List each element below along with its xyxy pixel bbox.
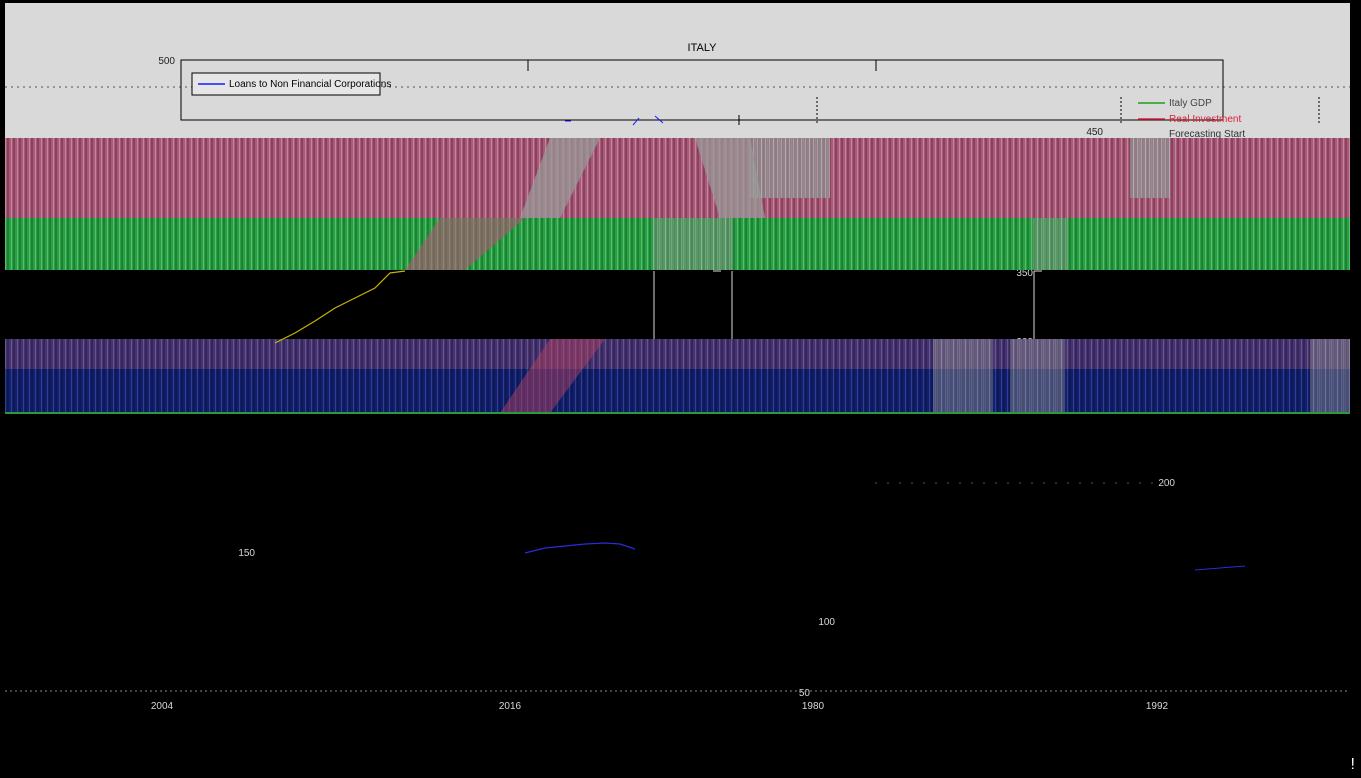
y-tick-350: 350 <box>1016 268 1033 279</box>
y-tick-100: 100 <box>818 617 835 628</box>
pink-band <box>5 138 1350 218</box>
green-gray-patch-1 <box>653 218 733 270</box>
y-tick-50: 50 <box>799 688 811 699</box>
y-tick-200: 200 <box>1158 478 1175 489</box>
y-tick-150: 150 <box>238 548 255 559</box>
legend-left-box <box>191 72 381 96</box>
blue-band-overlay <box>5 339 1350 369</box>
diag-wedge-2 <box>695 138 765 218</box>
diag-wedge-1 <box>520 138 600 218</box>
series-loans-line <box>524 542 636 554</box>
y-tick-500: 500 <box>158 56 175 67</box>
top-band <box>5 3 1350 138</box>
blue-wedge <box>500 339 605 413</box>
blue-gray-patch-2 <box>1010 339 1065 413</box>
loan-dash-2 <box>632 117 640 126</box>
loan-fragment-right <box>1194 565 1246 571</box>
legend-loans-label: Loans to Non Financial Corporations <box>229 79 391 90</box>
legend-forecast-label: Forecasting Start <box>1169 129 1245 140</box>
legend-investment-label: Real Investment <box>1169 114 1241 125</box>
x-tick-1: 2016 <box>499 701 522 712</box>
gray-patch-2 <box>1130 138 1170 198</box>
green-gray-patch-2 <box>1033 218 1068 270</box>
blue-gray-patch-3 <box>1310 339 1350 413</box>
gray-patch-1 <box>750 138 830 198</box>
chart-title: ITALY <box>688 42 718 54</box>
x-tick-2: 1980 <box>802 701 825 712</box>
x-tick-0: 2004 <box>151 701 174 712</box>
green-wedge <box>405 218 525 270</box>
chart-frame: ITALY 500 450 400 350 300 200 150 100 50… <box>5 3 1350 751</box>
loan-dash-3 <box>654 115 664 124</box>
blue-gray-patch-1 <box>933 339 993 413</box>
series-yellow-line <box>274 270 406 344</box>
corner-mark: ! <box>1350 756 1355 773</box>
x-tick-3: 1992 <box>1146 701 1169 712</box>
y-tick-450: 450 <box>1086 127 1103 138</box>
plot-frame <box>180 59 1224 121</box>
chart-svg: ITALY 500 450 400 350 300 200 150 100 50… <box>5 3 1350 712</box>
legend-gdp-label: Italy GDP <box>1169 98 1212 109</box>
